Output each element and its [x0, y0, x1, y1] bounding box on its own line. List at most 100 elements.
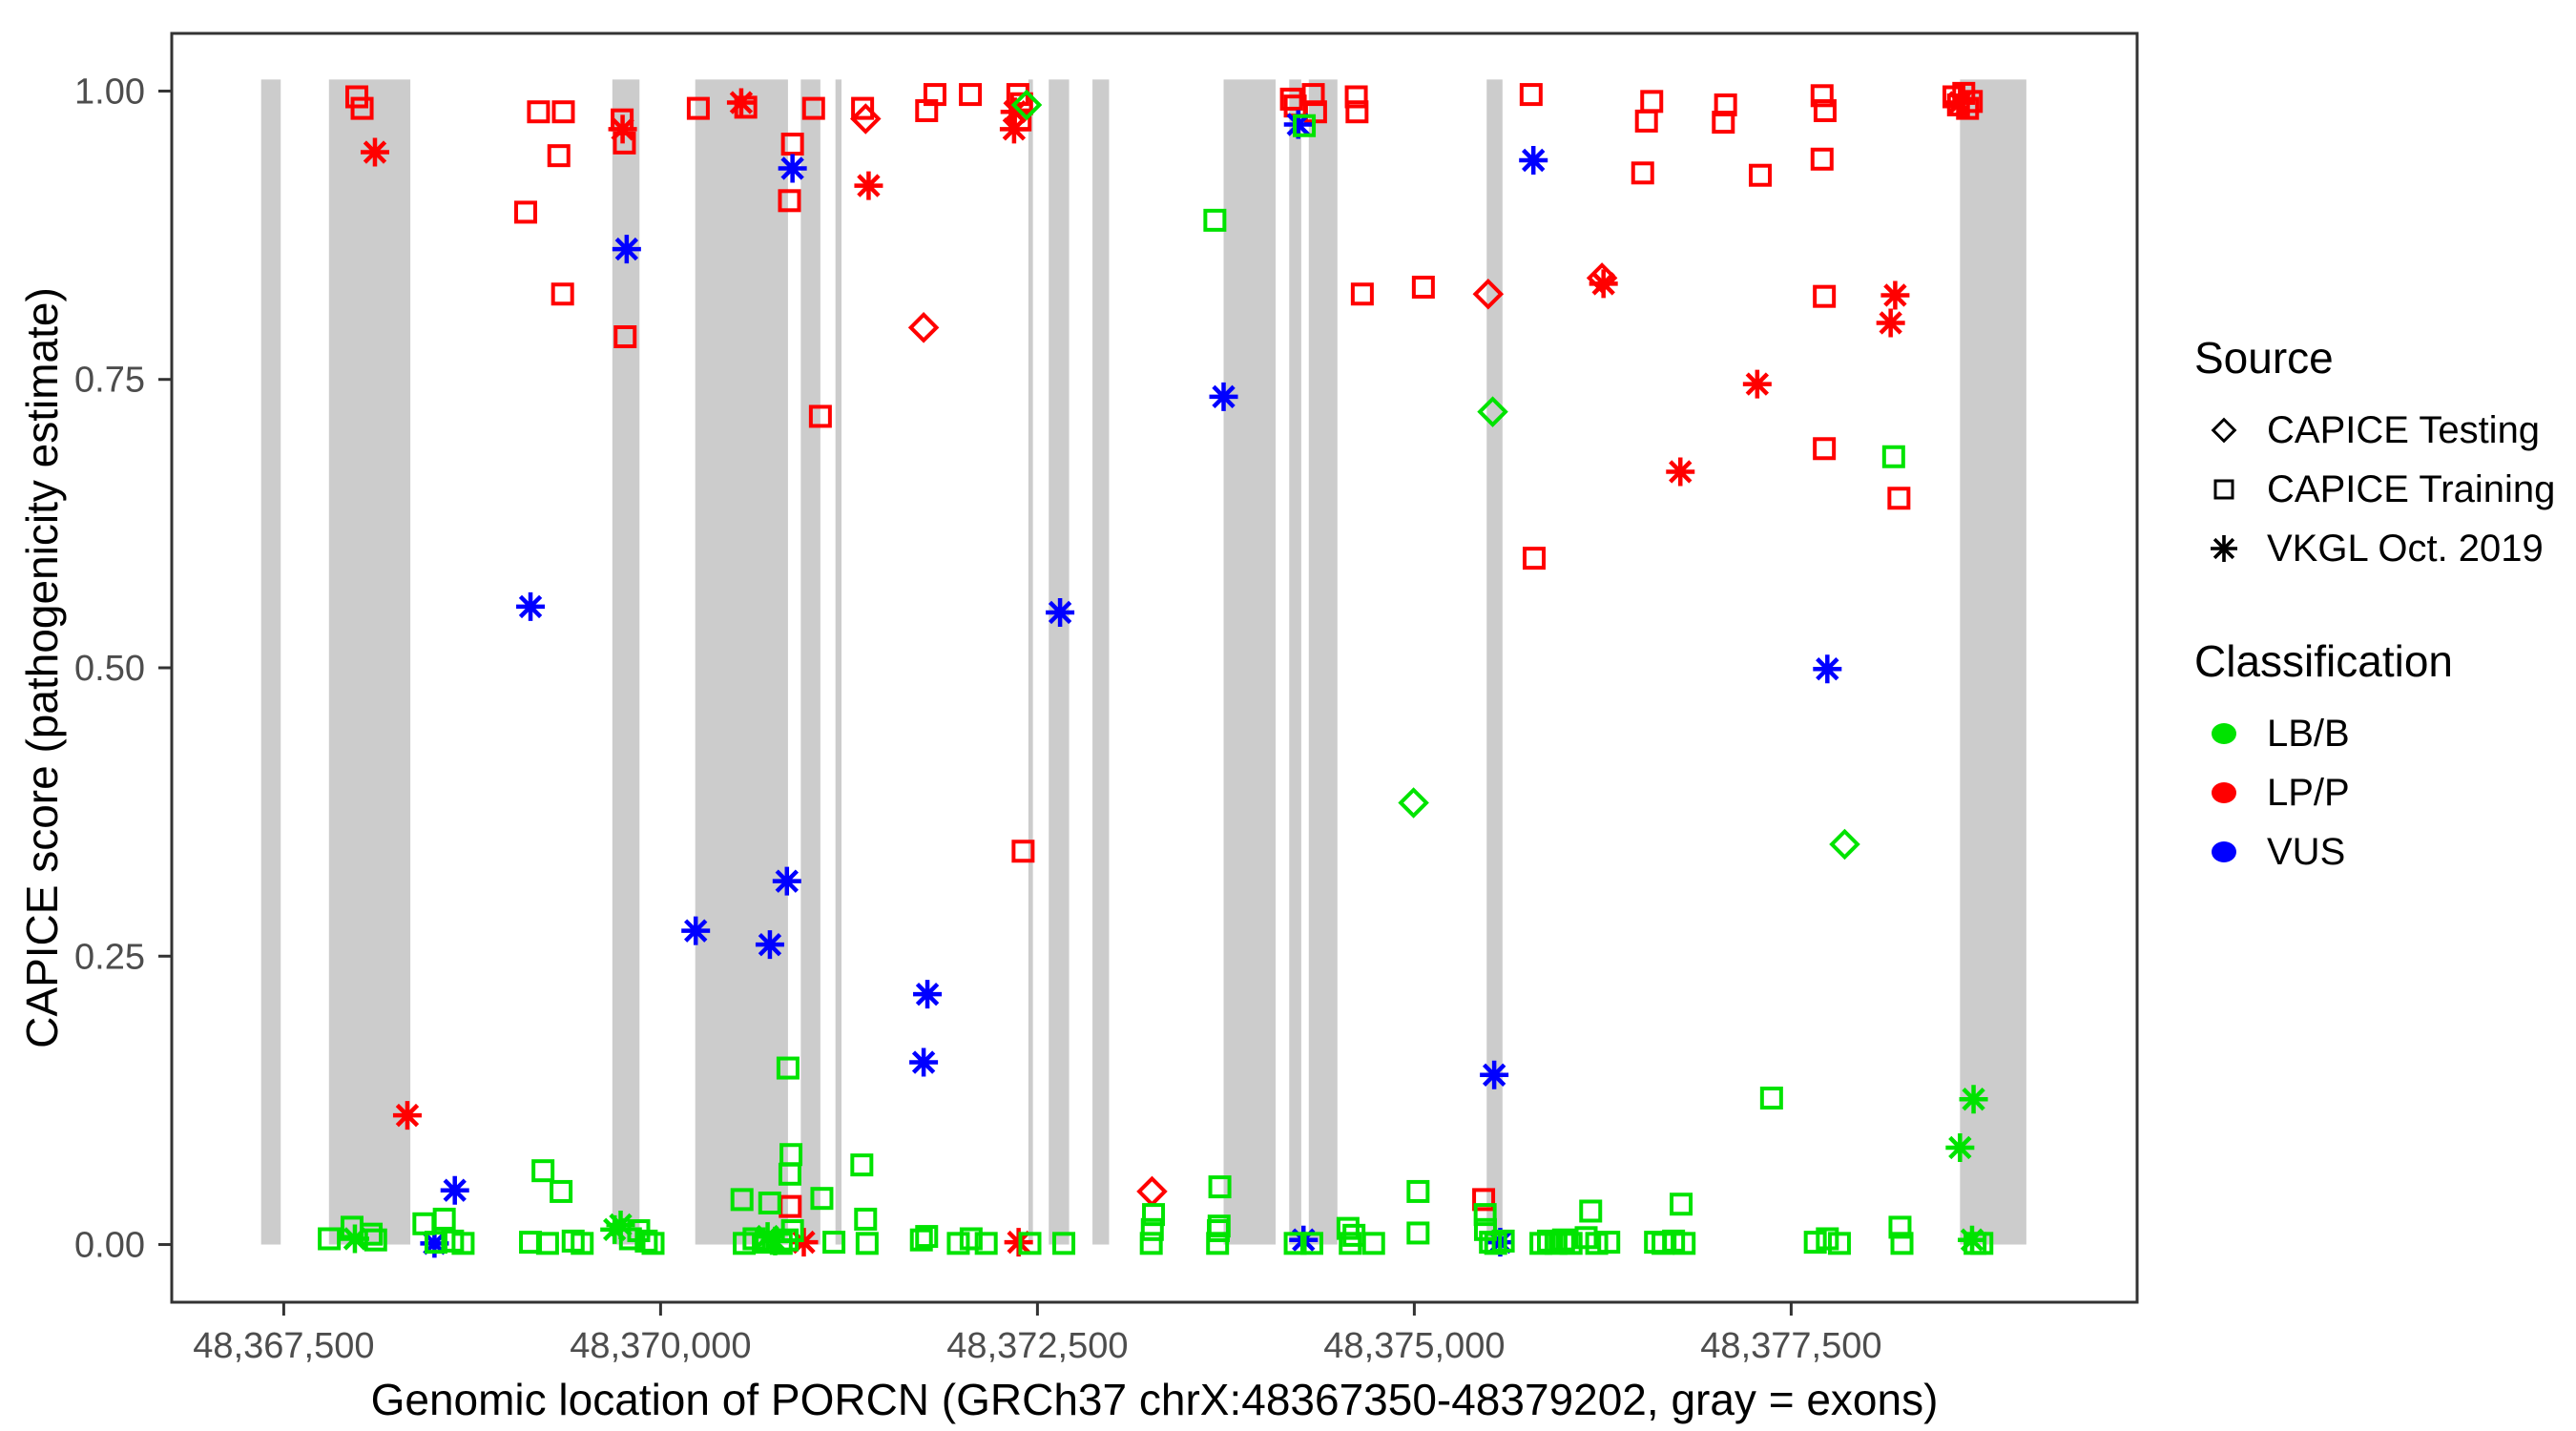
data-point-square — [909, 1228, 933, 1252]
data-point-asterisk — [726, 88, 756, 117]
data-point-square — [854, 1207, 878, 1231]
data-point-square — [360, 1222, 384, 1246]
x-tick-label: 48,367,500 — [193, 1326, 374, 1366]
legend-item-label: VUS — [2267, 830, 2346, 873]
data-point-square — [1345, 100, 1369, 124]
legend-item-vkgl: VKGL Oct. 2019 — [2194, 519, 2566, 578]
data-point-square — [1406, 1221, 1430, 1245]
data-point-square — [1888, 1215, 1912, 1239]
legend-item-capice-training: CAPICE Training — [2194, 460, 2566, 519]
data-point-square — [318, 1227, 342, 1251]
data-point-square — [364, 1228, 387, 1252]
data-point-asterisk — [999, 114, 1028, 144]
data-point-square — [1207, 1214, 1231, 1238]
data-point-diamond — [1477, 396, 1508, 427]
legend-source-title: Source — [2194, 333, 2334, 383]
legend-item-label: LP/P — [2267, 771, 2350, 814]
data-point-square — [350, 96, 374, 120]
data-point-square — [778, 189, 801, 213]
data-point-square — [1361, 1232, 1385, 1255]
plot-panel — [172, 33, 2137, 1302]
data-point-asterisk — [1209, 382, 1238, 411]
exon-band — [1308, 79, 1338, 1245]
data-point-square — [1970, 1232, 1994, 1255]
x-tick-label: 48,375,000 — [1323, 1326, 1505, 1366]
data-point-asterisk — [1000, 97, 1029, 127]
y-tick-label: 0.75 — [74, 361, 145, 401]
data-point-square — [1881, 445, 1905, 468]
data-point-square — [513, 200, 537, 224]
data-point-square — [915, 1225, 939, 1249]
data-point-square — [531, 1159, 555, 1183]
legend-item-lbb: LB/B — [2194, 704, 2566, 763]
data-point-diamond — [907, 312, 940, 343]
square-icon — [2194, 473, 2254, 506]
data-point-diamond — [1010, 89, 1043, 121]
data-point-square — [855, 1232, 879, 1255]
data-point-square — [527, 100, 551, 124]
data-point-square — [519, 1231, 543, 1255]
data-point-asterisk — [1876, 308, 1905, 338]
exon-band — [800, 79, 821, 1245]
data-point-square — [1813, 437, 1837, 461]
data-point-asterisk — [1589, 269, 1618, 299]
data-point-asterisk — [440, 1175, 469, 1205]
data-point-square — [730, 1188, 754, 1212]
legend-item-capice-testing: CAPICE Testing — [2194, 401, 2566, 460]
data-point-square — [1411, 276, 1435, 299]
data-point-square — [1052, 1232, 1076, 1255]
data-point-square — [432, 1207, 456, 1231]
legend-item-label: CAPICE Testing — [2267, 408, 2541, 451]
exon-band — [1049, 79, 1070, 1245]
data-point-square — [1344, 85, 1368, 109]
data-point-square — [1672, 1232, 1696, 1255]
exon-band — [1223, 79, 1277, 1245]
data-point-square — [1208, 1175, 1232, 1199]
data-point-square — [974, 1232, 998, 1255]
lpp-color-dot — [2212, 782, 2236, 803]
data-point-square — [345, 85, 369, 109]
data-point-asterisk — [1945, 88, 1975, 117]
data-point-asterisk — [909, 1047, 939, 1077]
data-point-asterisk — [1880, 280, 1910, 310]
legend-item-label: CAPICE Training — [2267, 467, 2556, 510]
y-tick-label: 0.25 — [74, 937, 145, 977]
data-point-square — [1813, 99, 1837, 123]
data-point-square — [822, 1231, 846, 1255]
data-point-square — [571, 1232, 594, 1255]
data-point-square — [1519, 83, 1543, 107]
data-point-square — [1559, 1232, 1583, 1255]
data-point-square — [1810, 84, 1834, 108]
data-point-asterisk — [1945, 1132, 1975, 1162]
data-point-square — [754, 1231, 778, 1255]
data-point-square — [1142, 1203, 1166, 1227]
legend-item-label: LB/B — [2267, 712, 2350, 755]
data-point-square — [1279, 87, 1303, 111]
data-point-square — [810, 1187, 834, 1211]
data-point-asterisk — [608, 114, 637, 144]
data-point-square — [1597, 1231, 1621, 1255]
exon-band — [695, 79, 788, 1245]
exon-band — [612, 79, 640, 1245]
data-point-asterisk — [681, 916, 711, 945]
data-point-square — [641, 1232, 665, 1255]
data-point-square — [1640, 90, 1664, 114]
data-point-square — [535, 1232, 559, 1255]
data-point-square — [1759, 1086, 1783, 1110]
data-point-square — [959, 1227, 983, 1251]
lbb-color-dot — [2212, 723, 2236, 744]
data-point-asterisk — [420, 1229, 449, 1258]
data-point-square — [451, 1232, 475, 1255]
data-point-square — [1803, 1231, 1827, 1255]
data-point-asterisk — [1283, 110, 1313, 139]
data-point-square — [1336, 1216, 1360, 1240]
exon-band — [1028, 79, 1033, 1245]
data-point-square — [959, 83, 983, 107]
data-point-square — [424, 1231, 447, 1255]
data-point-square — [551, 100, 575, 124]
data-point-square — [946, 1232, 970, 1255]
data-point-square — [801, 96, 825, 120]
data-point-square — [1283, 1232, 1307, 1255]
data-point-square — [1887, 487, 1911, 510]
